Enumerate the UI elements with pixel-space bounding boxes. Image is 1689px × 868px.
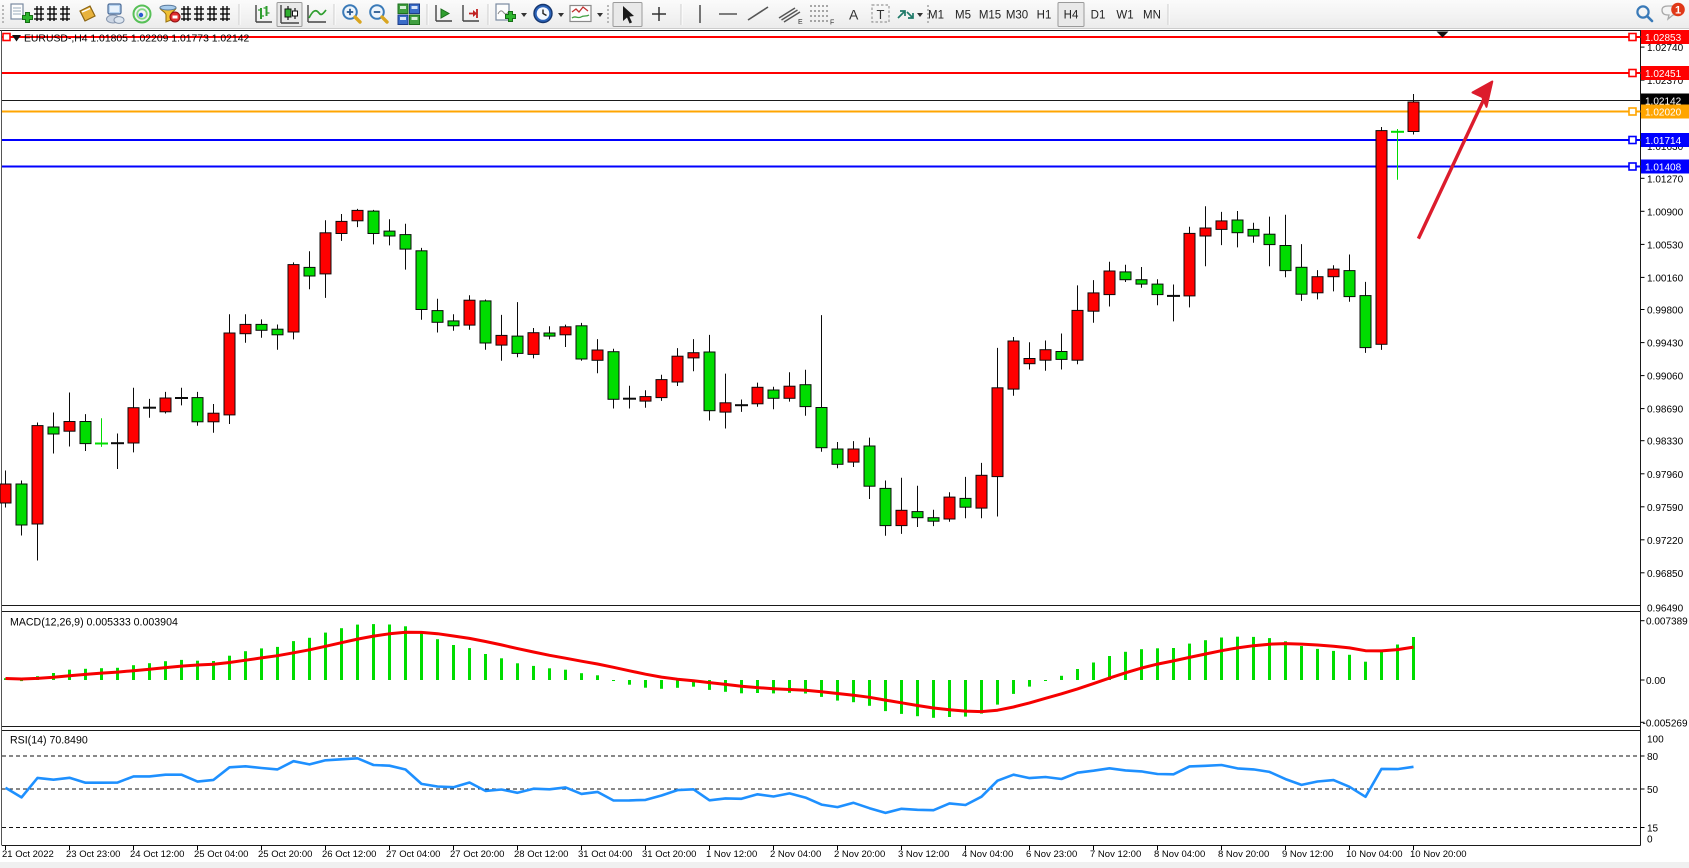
svg-text:0.00: 0.00 — [1646, 676, 1666, 687]
svg-text:23 Oct 23:00: 23 Oct 23:00 — [66, 849, 120, 860]
svg-text:26 Oct 12:00: 26 Oct 12:00 — [322, 849, 376, 860]
svg-text:1: 1 — [1675, 5, 1681, 17]
svg-text:-0.005269: -0.005269 — [1643, 718, 1688, 729]
svg-text:1 Nov 12:00: 1 Nov 12:00 — [706, 849, 757, 860]
svg-text:0.96490: 0.96490 — [1647, 604, 1684, 615]
svg-text:6 Nov 23:00: 6 Nov 23:00 — [1026, 849, 1077, 860]
svg-text:10 Nov 20:00: 10 Nov 20:00 — [1410, 849, 1467, 860]
svg-text:1.01714: 1.01714 — [1645, 136, 1682, 147]
svg-text:1.02142: 1.02142 — [1645, 97, 1682, 108]
svg-text:1.01408: 1.01408 — [1645, 163, 1682, 174]
svg-text:0.99060: 0.99060 — [1647, 372, 1684, 383]
svg-text:31 Oct 04:00: 31 Oct 04:00 — [578, 849, 632, 860]
svg-text:4 Nov 04:00: 4 Nov 04:00 — [962, 849, 1013, 860]
svg-text:25 Oct 04:00: 25 Oct 04:00 — [194, 849, 248, 860]
svg-text:D1: D1 — [1091, 10, 1106, 22]
svg-text:0: 0 — [1647, 835, 1653, 846]
svg-text:0.98690: 0.98690 — [1647, 405, 1684, 416]
svg-text:M15: M15 — [979, 10, 1001, 22]
svg-text:1.01270: 1.01270 — [1647, 174, 1684, 185]
svg-text:1.01630: 1.01630 — [1647, 142, 1684, 153]
svg-text:1.00530: 1.00530 — [1647, 240, 1684, 251]
svg-text:0.99430: 0.99430 — [1647, 339, 1684, 350]
svg-text:24 Oct 12:00: 24 Oct 12:00 — [130, 849, 184, 860]
svg-text:25 Oct 20:00: 25 Oct 20:00 — [258, 849, 312, 860]
svg-text:3 Nov 12:00: 3 Nov 12:00 — [898, 849, 949, 860]
svg-text:1.02451: 1.02451 — [1645, 69, 1682, 80]
svg-text:MACD(12,26,9) 0.005333 0.00390: MACD(12,26,9) 0.005333 0.003904 — [10, 617, 178, 629]
svg-text:2 Nov 04:00: 2 Nov 04:00 — [770, 849, 821, 860]
svg-text:MN: MN — [1143, 10, 1161, 22]
svg-text:M30: M30 — [1006, 10, 1028, 22]
svg-text:21 Oct 2022: 21 Oct 2022 — [2, 849, 54, 860]
svg-text:8 Nov 20:00: 8 Nov 20:00 — [1218, 849, 1269, 860]
svg-text:0.96850: 0.96850 — [1647, 569, 1684, 580]
svg-text:100: 100 — [1647, 734, 1664, 745]
svg-text:7 Nov 12:00: 7 Nov 12:00 — [1090, 849, 1141, 860]
svg-text:E: E — [798, 19, 803, 26]
svg-text:M5: M5 — [955, 10, 971, 22]
svg-text:0.97220: 0.97220 — [1647, 536, 1684, 547]
svg-text:EURUSD-,H4 1.01805 1.02209 1.: EURUSD-,H4 1.01805 1.02209 1.01773 1.021… — [24, 34, 250, 45]
svg-text:1.02740: 1.02740 — [1647, 43, 1684, 54]
svg-text:0.007389: 0.007389 — [1646, 617, 1688, 628]
svg-text:H4: H4 — [1064, 10, 1079, 22]
svg-text:9 Nov 12:00: 9 Nov 12:00 — [1282, 849, 1333, 860]
svg-text:A: A — [849, 7, 859, 23]
svg-text:0.97590: 0.97590 — [1647, 503, 1684, 514]
svg-text:31 Oct 20:00: 31 Oct 20:00 — [642, 849, 696, 860]
svg-text:10 Nov 04:00: 10 Nov 04:00 — [1346, 849, 1403, 860]
svg-text:0.98330: 0.98330 — [1647, 437, 1684, 448]
svg-text:M1: M1 — [928, 10, 944, 22]
svg-text:80: 80 — [1647, 752, 1659, 763]
svg-text:1.02020: 1.02020 — [1645, 108, 1682, 119]
svg-text:0.97960: 0.97960 — [1647, 470, 1684, 481]
svg-text:RSI(14) 70.8490: RSI(14) 70.8490 — [10, 735, 88, 747]
svg-text:2 Nov 20:00: 2 Nov 20:00 — [834, 849, 885, 860]
svg-text:F: F — [830, 20, 834, 27]
svg-text:H1: H1 — [1037, 10, 1052, 22]
svg-text:27 Oct 04:00: 27 Oct 04:00 — [386, 849, 440, 860]
svg-text:T: T — [877, 7, 885, 22]
svg-text:15: 15 — [1647, 824, 1659, 835]
svg-text:8 Nov 04:00: 8 Nov 04:00 — [1154, 849, 1205, 860]
svg-text:1.02853: 1.02853 — [1645, 33, 1682, 44]
svg-text:50: 50 — [1647, 785, 1659, 796]
svg-text:W1: W1 — [1116, 10, 1133, 22]
svg-text:28 Oct 12:00: 28 Oct 12:00 — [514, 849, 568, 860]
svg-text:27 Oct 20:00: 27 Oct 20:00 — [450, 849, 504, 860]
svg-text:1.00900: 1.00900 — [1647, 207, 1684, 218]
svg-text:1.00160: 1.00160 — [1647, 273, 1684, 284]
svg-text:0.99800: 0.99800 — [1647, 306, 1684, 317]
svg-text:1.02370: 1.02370 — [1647, 76, 1684, 87]
